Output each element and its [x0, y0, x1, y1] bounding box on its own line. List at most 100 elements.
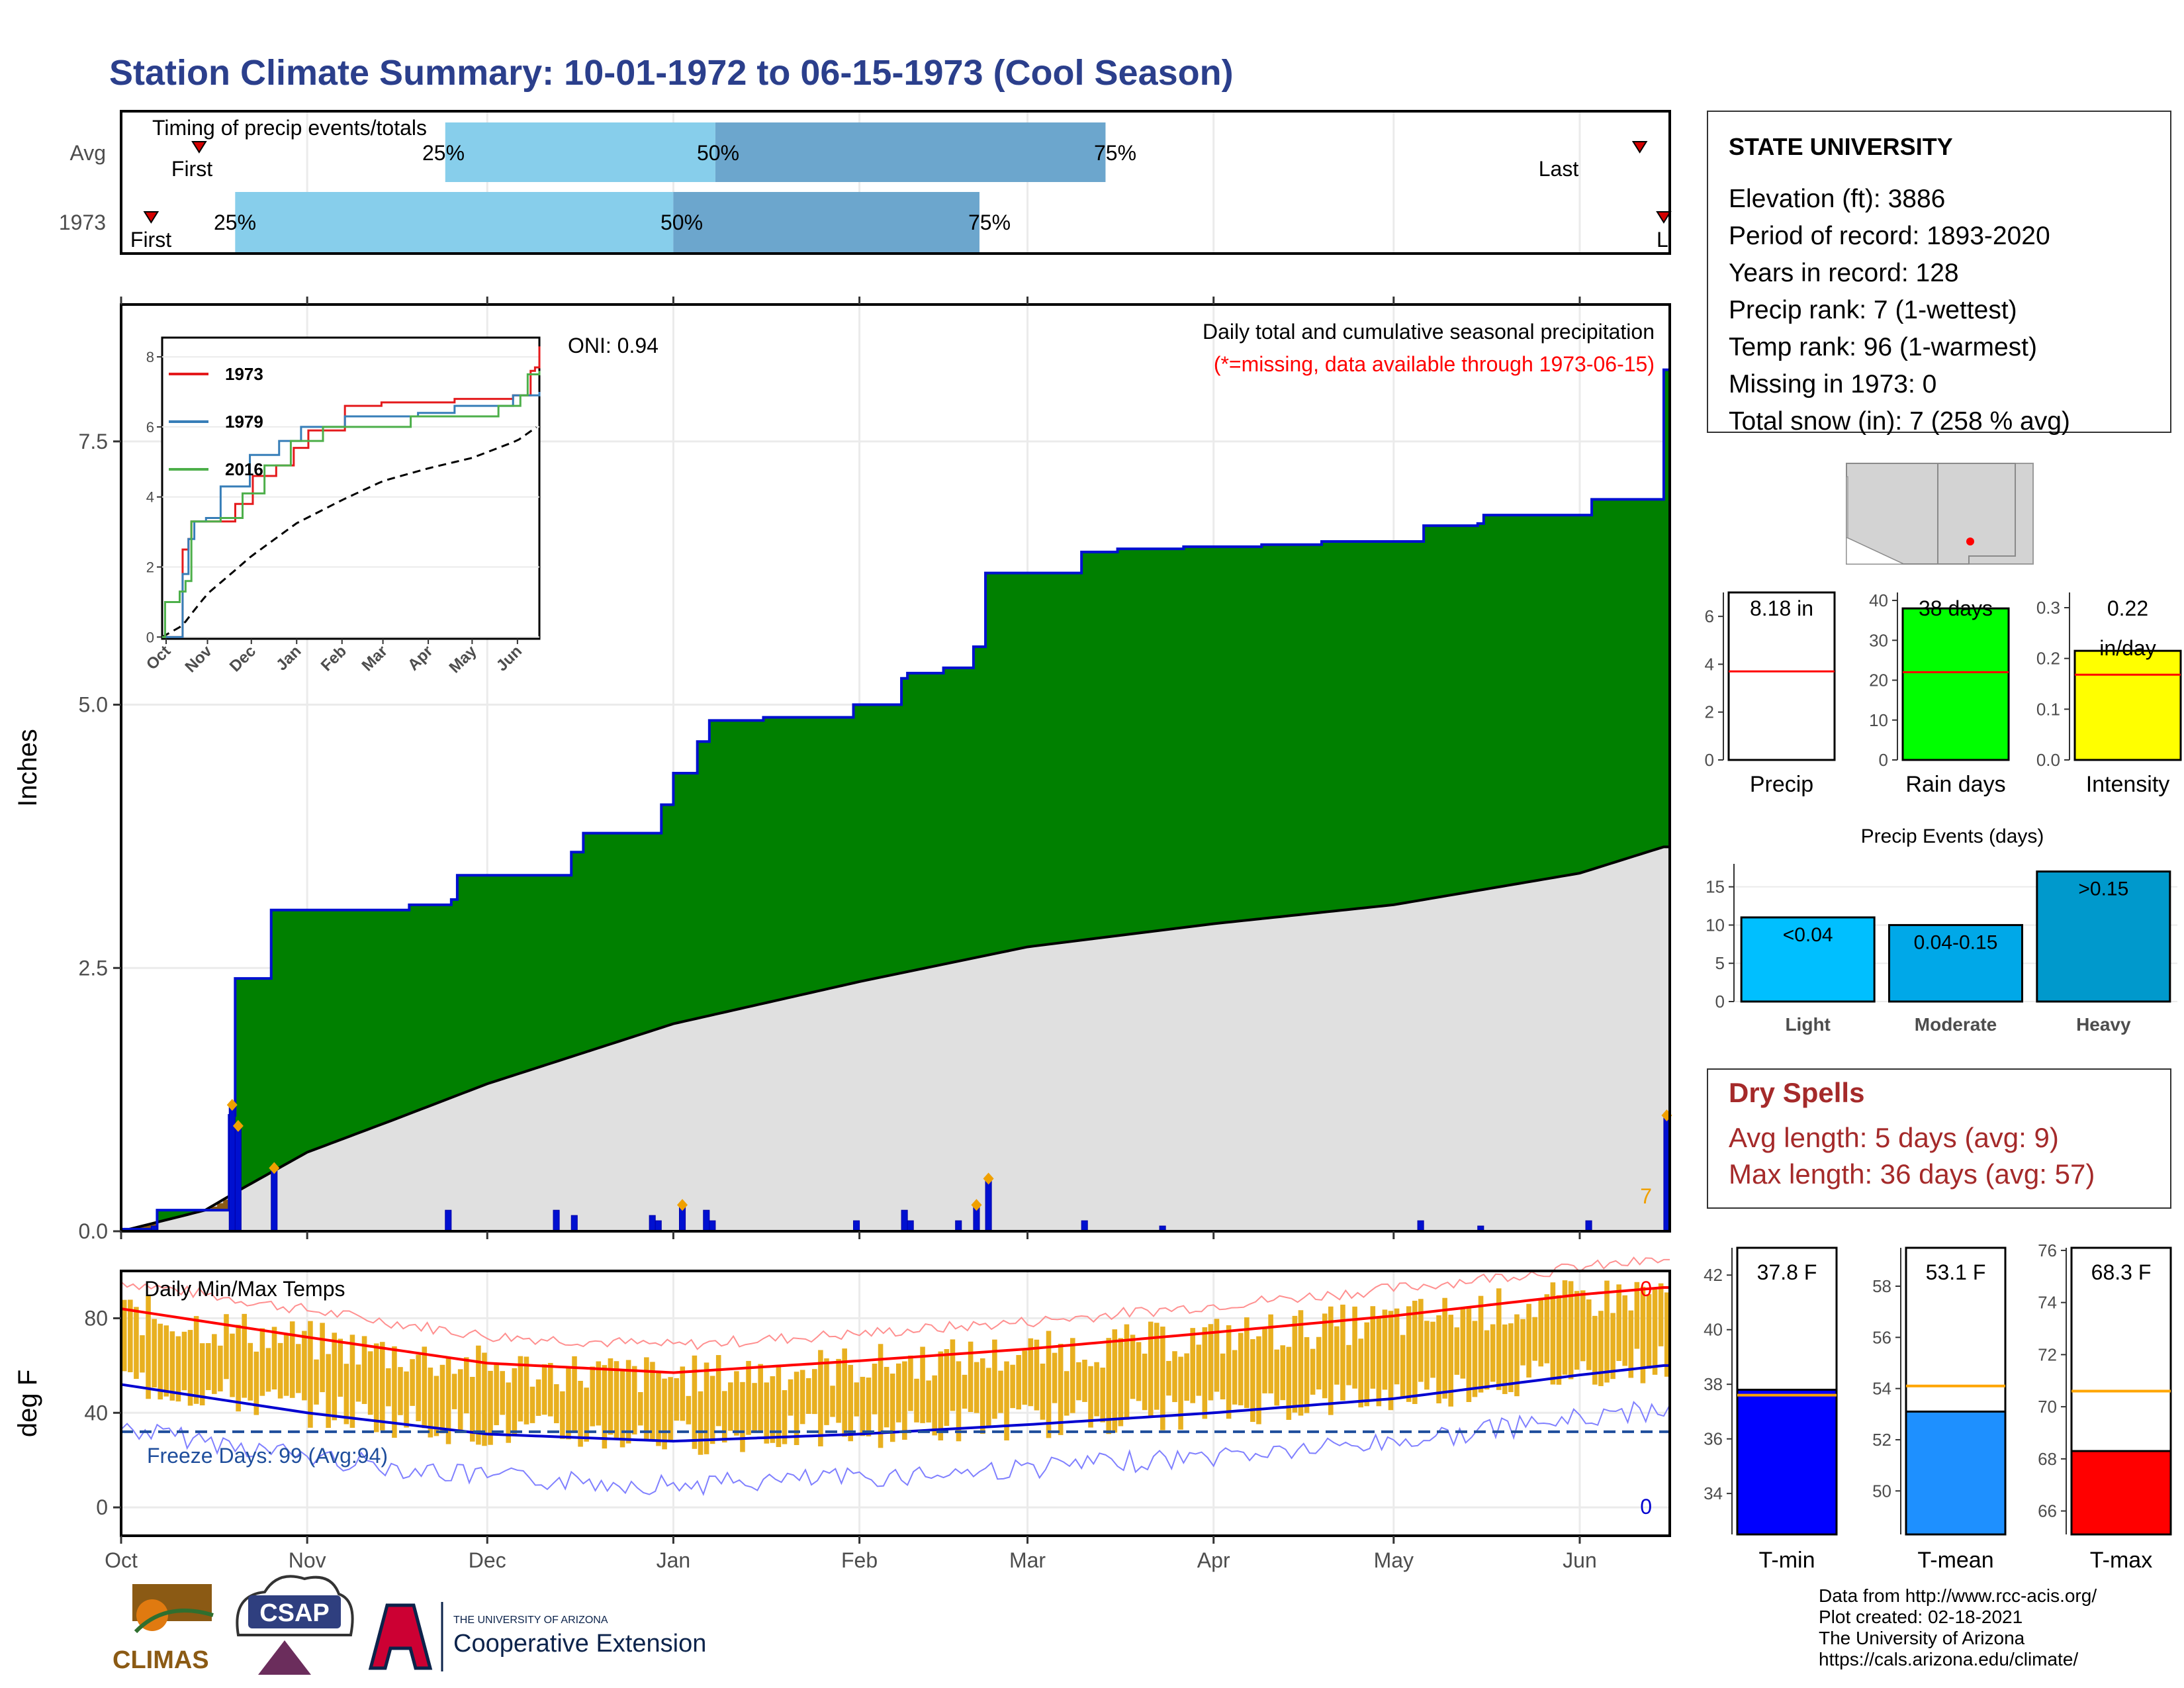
daily-temp-bar: [1544, 1294, 1550, 1364]
daily-temp-bar: [1562, 1280, 1568, 1375]
daily-temp-bar: [541, 1364, 547, 1415]
timing-row-avg-label: Avg: [69, 141, 106, 165]
precip-events: Precip Events (days) 0 5 10 15 <0.04 Light 0.0…: [1706, 825, 2177, 1035]
csap-logo-text: CSAP: [259, 1599, 330, 1627]
daily-temp-bar: [1448, 1315, 1453, 1407]
daily-temp-bar: [1436, 1315, 1441, 1404]
ua-logo-small-text: THE UNIVERSITY OF ARIZONA: [453, 1615, 608, 1626]
avg-q25-label: 25%: [422, 141, 465, 165]
daily-temp-bar: [1382, 1309, 1388, 1390]
footer: CLIMAS CSAP THE UNIVERSITY OF ARIZONA Co…: [113, 1575, 2097, 1675]
daily-temp-bar: [1052, 1352, 1058, 1403]
temp-bar-tick-label: 74: [2038, 1293, 2057, 1313]
events-bar-name: Moderate: [1915, 1014, 1997, 1035]
season-bar-tick-label: 2: [1705, 702, 1714, 722]
inset-y-tick-label: 6: [146, 419, 154, 436]
daily-temp-bar: [1022, 1350, 1028, 1405]
daily-temp-bar: [187, 1330, 193, 1406]
daily-temp-bar: [836, 1358, 841, 1423]
daily-temp-bar: [938, 1351, 944, 1441]
dry-spells-box: [1707, 1068, 2171, 1209]
precip-y-tick-label: 2.5: [79, 956, 108, 980]
daily-temp-bar: [373, 1343, 379, 1432]
daily-temp-bar: [884, 1366, 889, 1428]
daily-temp-bar: [1040, 1363, 1046, 1420]
daily-temp-bar: [1160, 1327, 1165, 1430]
daily-temp-bar: [560, 1391, 565, 1439]
station-info: STATE UNIVERSITY Elevation (ft): 3886 Pe…: [1707, 111, 2171, 436]
daily-temp-bar: [439, 1364, 445, 1434]
season-bar-name: Rain days: [1905, 772, 2005, 797]
month-tick-label: Feb: [841, 1548, 878, 1572]
inset-legend-label: 1979: [225, 412, 263, 432]
daily-temp-bar: [175, 1336, 181, 1402]
daily-precip-bar: [907, 1220, 914, 1232]
daily-temp-bar: [1460, 1308, 1466, 1379]
daily-temp-bar: [974, 1362, 979, 1413]
daily-temp-bar: [799, 1370, 805, 1425]
dry-spells-title: Dry Spells: [1729, 1077, 1864, 1108]
season-bar-tick-label: 40: [1869, 590, 1888, 610]
daily-temp-bar: [1136, 1342, 1142, 1401]
season-bar-value-label: 38 days: [1919, 596, 1993, 620]
inset-average-line: [161, 426, 537, 638]
daily-temp-bar: [1634, 1282, 1640, 1349]
temp-bar-T-max: [2070, 1450, 2172, 1536]
inset-legend: 1973 1979 2016: [169, 364, 263, 479]
daily-temp-bar: [1148, 1321, 1154, 1417]
daily-temp-bar: [410, 1359, 415, 1406]
daily-temp-bar: [1364, 1322, 1370, 1407]
timing-event-marker: [191, 141, 207, 154]
temp-bar-value-label: 68.3 F: [2091, 1260, 2152, 1284]
daily-temp-bar: [668, 1377, 673, 1441]
daily-temp-bar: [253, 1351, 259, 1415]
daily-temp-bar: [1016, 1354, 1021, 1410]
daily-temp-bar: [199, 1343, 205, 1406]
daily-temp-bar: [169, 1331, 175, 1401]
record-high-line: [120, 1256, 1670, 1350]
daily-temp-bar: [1184, 1353, 1189, 1401]
temp-y-label: deg F: [13, 1370, 42, 1437]
daily-temp-bar: [1208, 1324, 1214, 1401]
daily-temp-bar: [1586, 1299, 1592, 1370]
daily-temp-bar: [1430, 1321, 1435, 1378]
daily-precip-marker: [971, 1199, 982, 1211]
average-cumulative-area: [121, 847, 1670, 1231]
daily-temp-bar: [218, 1345, 223, 1391]
daily-temp-bar: [1142, 1353, 1148, 1411]
station-temp-rank: Temp rank: 96 (1-warmest): [1729, 333, 2037, 361]
events-tick-label: 10: [1706, 915, 1725, 935]
record-low-line: [120, 1401, 1670, 1496]
daily-temp-bar: [1370, 1306, 1376, 1389]
daily-temp-bar: [463, 1357, 469, 1414]
daily-temp-bar: [230, 1333, 235, 1397]
daily-temp-bar: [1346, 1344, 1351, 1385]
daily-temp-bar: [1394, 1308, 1400, 1385]
precip-y-axis: 0.0 2.5 5.0 7.5: [79, 430, 121, 1243]
timing-event-marker: [1631, 141, 1648, 154]
temp-bar-value-label: 53.1 F: [1926, 1260, 1986, 1284]
temp-y-tick-label: 0: [96, 1495, 108, 1519]
timing-panel: Timing of precip events/totals Avg 1973 …: [59, 110, 1672, 255]
daily-temp-bar: [788, 1379, 794, 1416]
season-bar-tick-label: 6: [1705, 606, 1714, 626]
daily-temp-bar: [1088, 1366, 1093, 1428]
y1973-first-label: First: [130, 228, 171, 252]
daily-temp-bar: [445, 1357, 451, 1444]
season-bar-value-label: 8.18 in: [1750, 596, 1813, 620]
daily-temp-bar: [596, 1361, 602, 1426]
daily-precip-marker: [226, 1099, 238, 1111]
events-bar-label: >0.15: [2078, 878, 2128, 900]
timing-q50-q75-bar: [673, 192, 979, 253]
record-high-count: 0: [1640, 1277, 1652, 1301]
daily-temp-bar: [380, 1342, 385, 1430]
season-bar-tick-label: 4: [1705, 654, 1714, 674]
daily-temp-bar: [631, 1366, 637, 1434]
daily-temp-bar: [416, 1354, 421, 1421]
daily-temp-bar: [349, 1335, 355, 1428]
y1973-q25-label: 25%: [214, 211, 256, 234]
temp-panel-frame: [120, 1270, 1671, 1537]
events-tick-label: 0: [1715, 992, 1725, 1011]
timing-q25-q50-bar: [235, 192, 674, 253]
